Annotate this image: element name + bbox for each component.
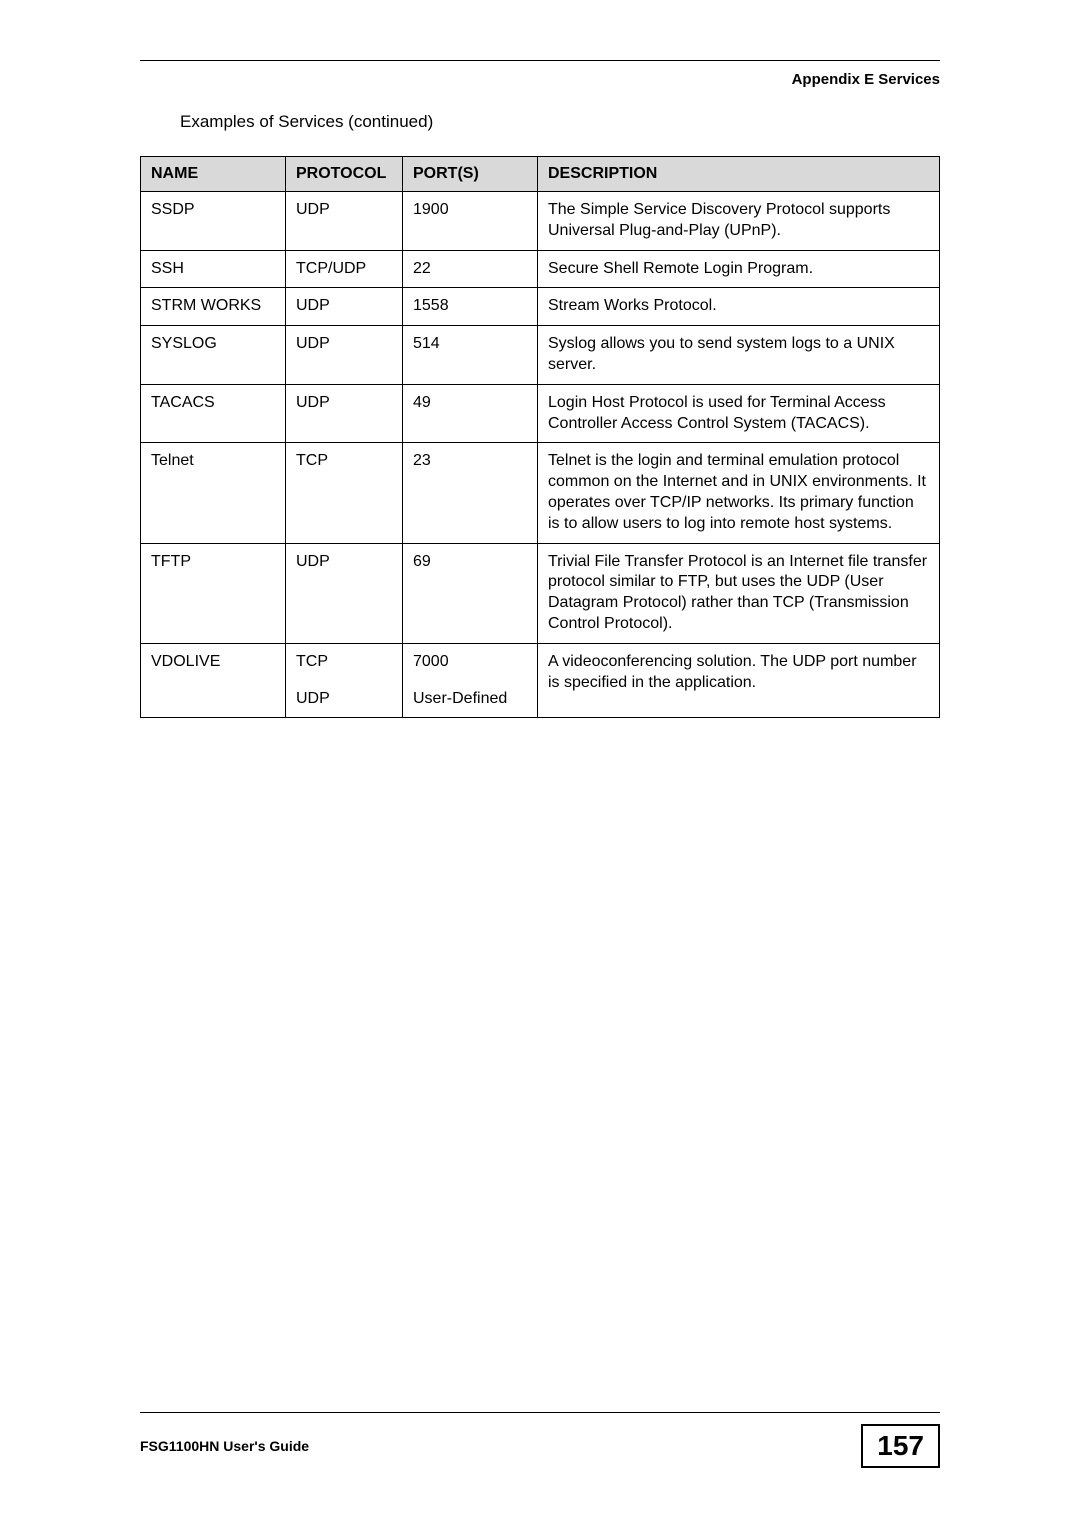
cell-description: Trivial File Transfer Protocol is an Int… xyxy=(538,543,940,643)
table-header-row: NAME PROTOCOL PORT(S) DESCRIPTION xyxy=(141,157,940,192)
col-header-description: DESCRIPTION xyxy=(538,157,940,192)
col-header-ports: PORT(S) xyxy=(403,157,538,192)
cell-description: Syslog allows you to send system logs to… xyxy=(538,326,940,385)
page-footer: FSG1100HN User's Guide 157 xyxy=(140,1424,940,1468)
cell-description: Secure Shell Remote Login Program. xyxy=(538,250,940,288)
cell-description: The Simple Service Discovery Protocol su… xyxy=(538,192,940,251)
cell-name: Telnet xyxy=(141,443,286,543)
cell-protocol: UDP xyxy=(286,288,403,326)
cell-ports: 22 xyxy=(403,250,538,288)
table-row: TFTP UDP 69 Trivial File Transfer Protoc… xyxy=(141,543,940,643)
cell-name: STRM WORKS xyxy=(141,288,286,326)
footer-guide-title: FSG1100HN User's Guide xyxy=(140,1438,309,1454)
table-row: TACACS UDP 49 Login Host Protocol is use… xyxy=(141,384,940,443)
cell-ports: 23 xyxy=(403,443,538,543)
table-row: STRM WORKS UDP 1558 Stream Works Protoco… xyxy=(141,288,940,326)
col-header-name: NAME xyxy=(141,157,286,192)
cell-name: SYSLOG xyxy=(141,326,286,385)
cell-protocol: UDP xyxy=(286,326,403,385)
cell-name: TACACS xyxy=(141,384,286,443)
cell-name: TFTP xyxy=(141,543,286,643)
cell-description: Telnet is the login and terminal emulati… xyxy=(538,443,940,543)
cell-ports: 514 xyxy=(403,326,538,385)
cell-protocol: TCP xyxy=(286,643,403,680)
header-rule xyxy=(140,60,940,61)
cell-protocol: UDP xyxy=(286,543,403,643)
cell-name xyxy=(141,681,286,718)
table-row: SSDP UDP 1900 The Simple Service Discove… xyxy=(141,192,940,251)
cell-name: SSDP xyxy=(141,192,286,251)
cell-description: Login Host Protocol is used for Terminal… xyxy=(538,384,940,443)
footer-rule xyxy=(140,1412,940,1413)
cell-name: SSH xyxy=(141,250,286,288)
cell-ports: User-Defined xyxy=(403,681,538,718)
table-caption: Examples of Services (continued) xyxy=(180,112,940,132)
cell-description: A videoconferencing solution. The UDP po… xyxy=(538,643,940,718)
cell-ports: 1558 xyxy=(403,288,538,326)
cell-protocol: TCP/UDP xyxy=(286,250,403,288)
col-header-protocol: PROTOCOL xyxy=(286,157,403,192)
cell-name: VDOLIVE xyxy=(141,643,286,680)
appendix-header: Appendix E Services xyxy=(140,71,940,88)
table-row: Telnet TCP 23 Telnet is the login and te… xyxy=(141,443,940,543)
services-table: NAME PROTOCOL PORT(S) DESCRIPTION SSDP U… xyxy=(140,156,940,718)
cell-protocol: UDP xyxy=(286,384,403,443)
page-number: 157 xyxy=(861,1424,940,1468)
table-row: VDOLIVE TCP 7000 A videoconferencing sol… xyxy=(141,643,940,680)
cell-ports: 69 xyxy=(403,543,538,643)
cell-protocol: UDP xyxy=(286,192,403,251)
cell-description: Stream Works Protocol. xyxy=(538,288,940,326)
table-row: SYSLOG UDP 514 Syslog allows you to send… xyxy=(141,326,940,385)
table-row: SSH TCP/UDP 22 Secure Shell Remote Login… xyxy=(141,250,940,288)
cell-ports: 7000 xyxy=(403,643,538,680)
cell-ports: 1900 xyxy=(403,192,538,251)
cell-protocol: UDP xyxy=(286,681,403,718)
cell-ports: 49 xyxy=(403,384,538,443)
cell-protocol: TCP xyxy=(286,443,403,543)
